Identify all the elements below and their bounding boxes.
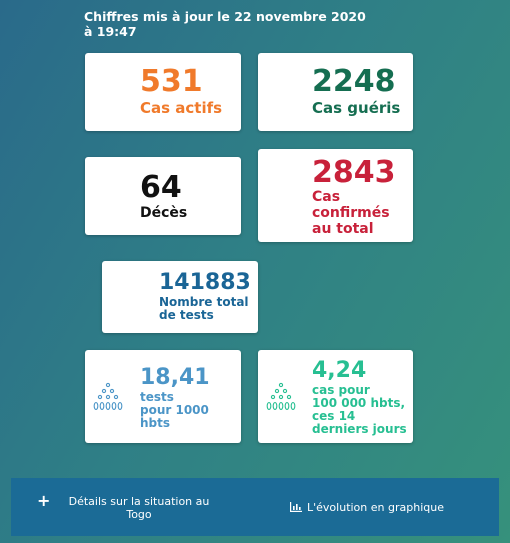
confirmed-cases-label: Cas confirmés au total xyxy=(312,189,390,237)
bar-chart-icon xyxy=(290,502,302,512)
total-tests-label: Nombre total de tests xyxy=(159,295,249,322)
total-tests-card: 141883 Nombre total de tests xyxy=(102,261,258,333)
deaths-value: 64 xyxy=(140,170,182,205)
confirmed-cases-card: 2843 Cas confirmés au total xyxy=(258,149,413,242)
cases-rate-value: 4,24 xyxy=(312,358,367,383)
people-group-icon xyxy=(93,382,123,411)
active-cases-label: Cas actifs xyxy=(140,99,223,117)
evolution-link-label: L'évolution en graphique xyxy=(307,501,444,514)
update-date-text: Chiffres mis à jour le 22 novembre 2020 xyxy=(84,9,366,24)
tests-rate-value: 18,41 xyxy=(140,365,210,390)
healed-cases-card: 2248 Cas guéris xyxy=(258,53,413,131)
healed-cases-value: 2248 xyxy=(312,64,396,99)
cases-rate-label: cas pour 100 000 hbts, ces 14 derniers j… xyxy=(312,383,407,436)
deaths-label: Décès xyxy=(140,205,188,221)
confirmed-cases-value: 2843 xyxy=(312,155,396,190)
active-cases-card: 531 Cas actifs xyxy=(85,53,241,131)
details-link-label: Détails sur la situation au Togo xyxy=(68,495,210,521)
update-time-text: à 19:47 xyxy=(84,24,137,39)
people-group-icon xyxy=(266,382,296,411)
cases-rate-card: 4,24 cas pour 100 000 hbts, ces 14 derni… xyxy=(258,350,413,443)
total-tests-value: 141883 xyxy=(159,270,251,295)
update-header: Chiffres mis à jour le 22 novembre 2020 … xyxy=(84,9,404,39)
active-cases-value: 531 xyxy=(140,64,203,99)
footer-bar: + Détails sur la situation au Togo L'évo… xyxy=(11,478,499,536)
healed-cases-label: Cas guéris xyxy=(312,99,401,117)
deaths-card: 64 Décès xyxy=(85,157,241,235)
plus-icon: + xyxy=(37,491,51,510)
tests-rate-label: tests pour 1000 hbts xyxy=(140,390,209,430)
tests-rate-card: 18,41 tests pour 1000 hbts xyxy=(85,350,241,443)
